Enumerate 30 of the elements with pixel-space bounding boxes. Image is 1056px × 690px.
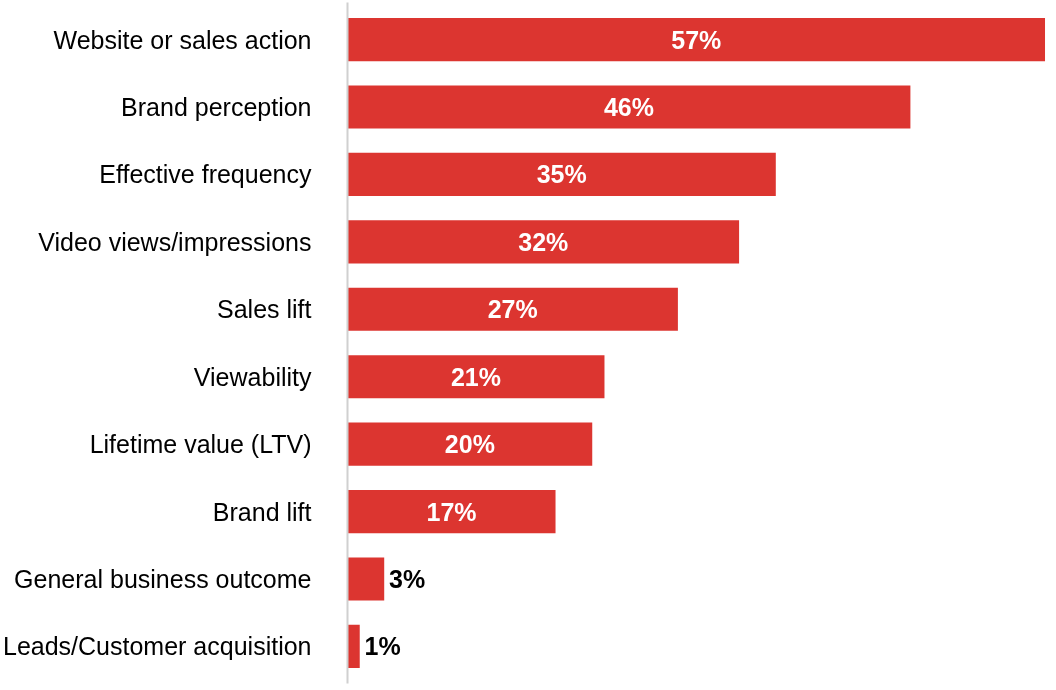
y-tick-label: Website or sales action xyxy=(53,25,312,54)
bar xyxy=(347,355,605,399)
data-label: 20% xyxy=(444,430,495,459)
bar xyxy=(347,85,911,129)
bar xyxy=(347,422,593,466)
bar xyxy=(347,489,556,534)
y-tick-label: Lifetime value (LTV) xyxy=(89,430,312,459)
y-tick-label: Video views/impressions xyxy=(38,227,312,256)
y-tick-label: Effective frequency xyxy=(99,160,312,189)
y-tick-label: Brand perception xyxy=(121,93,312,122)
y-tick-label: General business outcome xyxy=(14,564,312,593)
data-label: 35% xyxy=(536,160,587,189)
data-label: 27% xyxy=(487,295,538,324)
bar xyxy=(347,557,385,601)
y-tick-label: Sales lift xyxy=(217,295,312,324)
data-label: 3% xyxy=(389,564,426,593)
bar xyxy=(347,220,740,264)
data-label: 1% xyxy=(364,632,401,661)
bar xyxy=(347,152,776,197)
data-label: 57% xyxy=(671,25,722,54)
data-label: 32% xyxy=(518,227,569,256)
data-label: 17% xyxy=(426,497,477,526)
bar xyxy=(347,18,1046,62)
data-label: 46% xyxy=(603,93,654,122)
bar xyxy=(347,287,678,331)
y-tick-label: Viewability xyxy=(193,362,312,391)
y-tick-label: Leads/Customer acquisition xyxy=(3,632,312,661)
data-label: 21% xyxy=(450,362,502,391)
bar xyxy=(347,624,360,668)
y-tick-label: Brand lift xyxy=(212,497,312,526)
